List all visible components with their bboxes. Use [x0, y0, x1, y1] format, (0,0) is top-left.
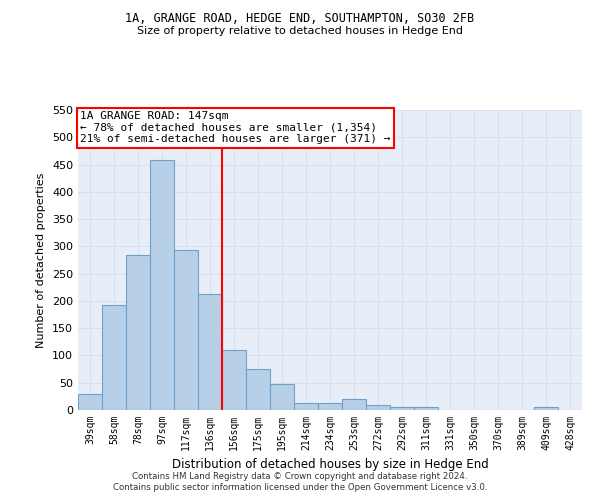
Bar — [222, 350, 246, 410]
Text: Size of property relative to detached houses in Hedge End: Size of property relative to detached ho… — [137, 26, 463, 36]
Text: Contains HM Land Registry data © Crown copyright and database right 2024.: Contains HM Land Registry data © Crown c… — [132, 472, 468, 481]
Text: Contains public sector information licensed under the Open Government Licence v3: Contains public sector information licen… — [113, 483, 487, 492]
Bar — [366, 404, 390, 410]
Bar — [414, 406, 438, 410]
Bar — [318, 404, 342, 410]
Bar — [246, 369, 270, 410]
Bar — [294, 403, 318, 410]
Bar — [150, 160, 174, 410]
Bar — [126, 254, 150, 410]
Text: 1A GRANGE ROAD: 147sqm
← 78% of detached houses are smaller (1,354)
21% of semi-: 1A GRANGE ROAD: 147sqm ← 78% of detached… — [80, 111, 391, 144]
Bar — [342, 398, 366, 410]
Bar — [534, 408, 558, 410]
Bar — [174, 250, 198, 410]
Bar — [390, 406, 414, 410]
X-axis label: Distribution of detached houses by size in Hedge End: Distribution of detached houses by size … — [172, 458, 488, 471]
Text: 1A, GRANGE ROAD, HEDGE END, SOUTHAMPTON, SO30 2FB: 1A, GRANGE ROAD, HEDGE END, SOUTHAMPTON,… — [125, 12, 475, 26]
Bar — [198, 294, 222, 410]
Bar — [78, 394, 102, 410]
Y-axis label: Number of detached properties: Number of detached properties — [37, 172, 46, 348]
Bar — [270, 384, 294, 410]
Bar — [102, 306, 126, 410]
